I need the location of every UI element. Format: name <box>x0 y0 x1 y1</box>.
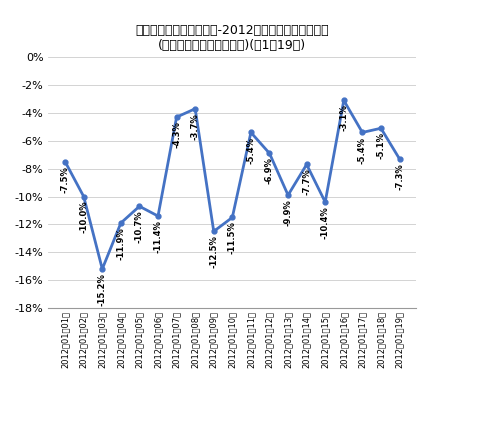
Text: -11.9%: -11.9% <box>116 227 125 260</box>
Text: -5.1%: -5.1% <box>377 132 385 159</box>
Text: -11.5%: -11.5% <box>228 222 237 254</box>
Text: -6.9%: -6.9% <box>265 158 274 184</box>
Text: -10.7%: -10.7% <box>135 210 144 243</box>
Title: 東京電力の最大電力推移-2012年における前年同日比
(日ベース、曜日修正済み)(～1月19日): 東京電力の最大電力推移-2012年における前年同日比 (日ベース、曜日修正済み)… <box>136 24 329 52</box>
Text: -7.5%: -7.5% <box>60 166 70 193</box>
Text: -5.4%: -5.4% <box>358 136 367 164</box>
Text: -7.3%: -7.3% <box>395 163 404 190</box>
Text: -7.7%: -7.7% <box>302 169 311 195</box>
Text: -4.3%: -4.3% <box>172 121 181 148</box>
Text: -3.1%: -3.1% <box>339 105 348 132</box>
Text: -10.4%: -10.4% <box>321 206 330 239</box>
Text: -15.2%: -15.2% <box>98 273 107 306</box>
Text: -9.9%: -9.9% <box>284 199 292 226</box>
Text: -12.5%: -12.5% <box>209 235 218 268</box>
Text: -10.0%: -10.0% <box>79 201 88 233</box>
Text: -3.7%: -3.7% <box>191 113 200 139</box>
Text: -5.4%: -5.4% <box>246 136 256 164</box>
Text: -11.4%: -11.4% <box>153 220 163 253</box>
